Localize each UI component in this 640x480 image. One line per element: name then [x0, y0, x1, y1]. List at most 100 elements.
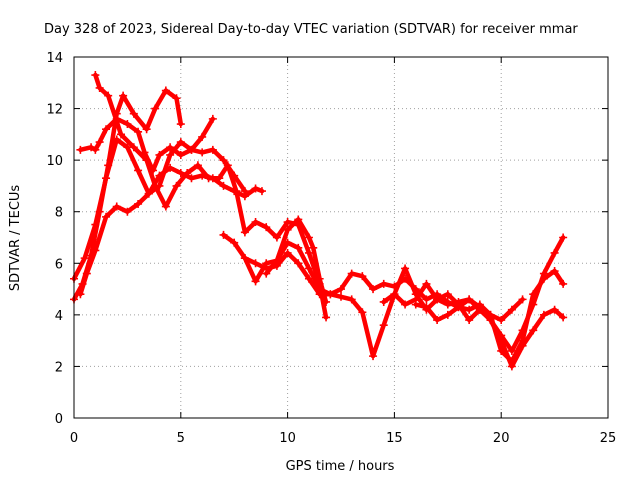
- series-trace: [411, 233, 568, 355]
- data-point: [518, 295, 527, 304]
- data-point: [379, 297, 388, 306]
- data-point: [80, 254, 89, 263]
- data-point: [187, 174, 196, 183]
- x-axis-label: GPS time / hours: [286, 459, 395, 474]
- data-point: [82, 269, 91, 278]
- x-tick-label: 15: [386, 431, 403, 446]
- data-point: [304, 233, 313, 242]
- data-point: [151, 104, 160, 113]
- x-tick-label: 20: [493, 431, 510, 446]
- data-point: [337, 292, 345, 301]
- x-tick-label: 10: [279, 431, 296, 446]
- data-point: [529, 300, 538, 309]
- data-point: [422, 295, 431, 304]
- series-trace: [262, 215, 331, 306]
- data-point: [443, 310, 452, 319]
- data-point: [443, 290, 452, 299]
- data-point: [358, 308, 367, 317]
- data-point: [559, 279, 568, 288]
- data-point: [215, 174, 224, 183]
- data-point: [347, 269, 356, 278]
- data-point: [172, 94, 181, 103]
- data-point: [104, 161, 113, 170]
- y-tick-label: 4: [55, 309, 63, 324]
- data-point: [240, 228, 249, 237]
- data-point: [283, 225, 292, 234]
- data-point: [219, 156, 228, 165]
- data-point: [161, 202, 170, 211]
- data-point: [422, 279, 431, 288]
- x-tick-label: 25: [600, 431, 617, 446]
- data-point: [411, 300, 420, 309]
- data-point: [507, 357, 516, 366]
- data-point: [230, 238, 239, 247]
- data-point: [322, 313, 331, 322]
- data-point: [129, 143, 138, 152]
- data-point: [475, 303, 484, 312]
- data-point: [240, 254, 249, 263]
- data-point: [208, 114, 217, 123]
- data-point: [166, 143, 175, 152]
- data-point: [304, 264, 313, 273]
- y-tick-label: 2: [55, 360, 63, 375]
- data-point: [294, 259, 303, 268]
- data-point: [283, 248, 292, 257]
- y-tick-label: 12: [46, 103, 63, 118]
- data-point: [559, 233, 568, 242]
- data-point: [134, 199, 143, 208]
- data-point: [91, 145, 100, 154]
- data-point: [76, 145, 85, 154]
- data-point: [91, 246, 100, 255]
- grid: [74, 57, 608, 418]
- y-axis-label: SDTVAR / TECUs: [8, 185, 23, 292]
- data-point: [283, 218, 292, 227]
- data-point: [176, 150, 185, 159]
- data-point: [304, 274, 313, 283]
- data-point: [294, 215, 303, 224]
- data-point: [155, 150, 164, 159]
- x-tick-label: 5: [177, 431, 185, 446]
- data-point: [116, 130, 125, 139]
- data-point: [369, 285, 378, 294]
- data-point: [294, 243, 303, 252]
- data-point: [390, 290, 399, 299]
- data-point: [369, 352, 378, 361]
- data-point: [166, 150, 175, 159]
- data-point: [422, 303, 431, 312]
- data-point: [208, 145, 217, 154]
- data-point: [223, 161, 232, 170]
- y-tick-label: 10: [46, 154, 63, 169]
- data-point: [322, 297, 331, 306]
- data-point: [401, 300, 410, 309]
- data-point: [251, 218, 260, 227]
- data-point: [134, 166, 143, 175]
- data-point: [95, 207, 104, 216]
- data-point: [379, 279, 388, 288]
- data-point: [102, 125, 111, 134]
- data-point: [119, 91, 128, 100]
- data-point: [176, 120, 185, 129]
- series-trace: [76, 114, 217, 175]
- data-point: [172, 181, 181, 190]
- data-point: [337, 285, 345, 294]
- data-point: [559, 313, 568, 322]
- plot-frame: [73, 56, 609, 419]
- data-point: [95, 138, 104, 147]
- series-trace: [91, 71, 331, 322]
- data-point: [183, 169, 192, 178]
- data-point: [433, 316, 442, 325]
- data-point: [257, 187, 266, 196]
- data-point: [309, 243, 318, 252]
- data-point: [204, 174, 213, 183]
- data-point: [304, 248, 313, 257]
- data-point: [142, 156, 151, 165]
- data-point: [104, 91, 113, 100]
- data-point: [539, 269, 548, 278]
- series-line: [263, 217, 329, 305]
- y-tick-label: 8: [55, 206, 63, 221]
- data-point: [251, 277, 260, 286]
- data-point: [497, 316, 506, 325]
- data-point: [232, 187, 241, 196]
- data-point: [358, 272, 367, 281]
